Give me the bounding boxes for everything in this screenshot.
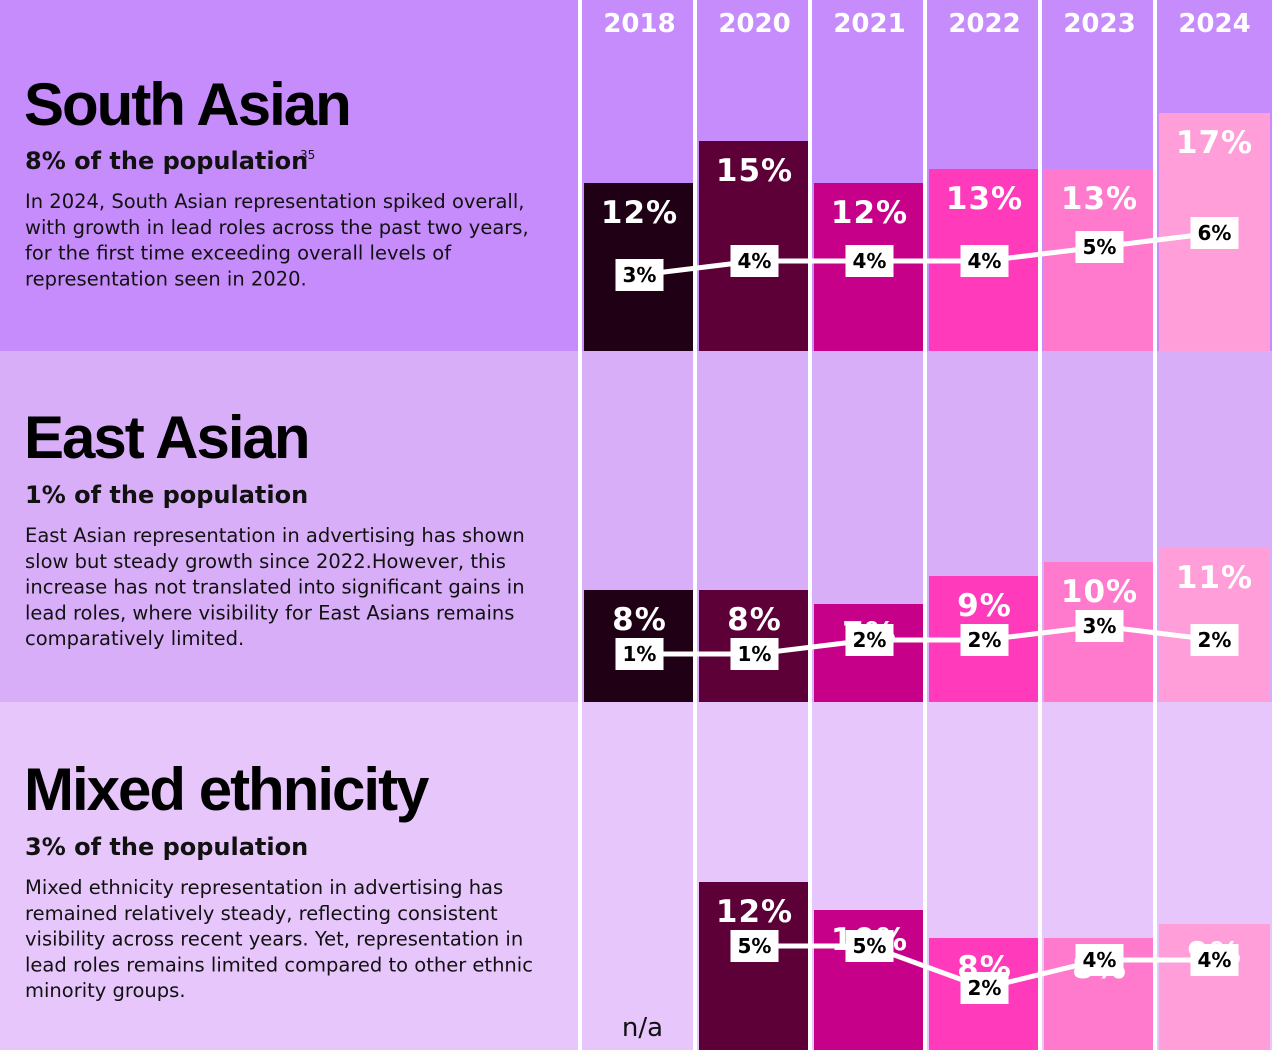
column-divider (1153, 0, 1157, 1050)
lead-role-marker-east-asian-2018 (615, 638, 664, 670)
lead-role-label-east-asian-2022: 2% (968, 628, 1002, 652)
column-divider (578, 0, 582, 1050)
lead-role-marker-east-asian-2023 (1075, 610, 1124, 642)
population-subtitle-mixed-ethnicity: 3% of the population (25, 833, 308, 861)
lead-role-marker-mixed-ethnicity-2020 (730, 930, 779, 962)
lead-role-marker-mixed-ethnicity-2022 (960, 972, 1009, 1004)
lead-role-label-east-asian-2021: 2% (853, 628, 887, 652)
lead-role-marker-south-asian-2023 (1075, 231, 1124, 263)
column-divider (923, 0, 927, 1050)
year-label-2024: 2024 (1178, 9, 1250, 39)
year-label-2023: 2023 (1063, 9, 1135, 39)
section-title-mixed-ethnicity: Mixed ethnicity (24, 756, 430, 823)
section-description-east-asian: East Asian representation in advertising… (25, 524, 525, 650)
section-description-mixed-ethnicity: Mixed ethnicity representation in advert… (25, 876, 533, 1002)
lead-role-label-south-asian-2024: 6% (1198, 221, 1232, 245)
lead-role-marker-east-asian-2024 (1190, 624, 1239, 656)
lead-role-marker-mixed-ethnicity-2023 (1075, 944, 1124, 976)
column-divider (808, 0, 812, 1050)
overall-label-south-asian-2018: 12% (601, 195, 678, 231)
lead-role-label-east-asian-2018: 1% (623, 642, 657, 666)
lead-role-label-south-asian-2018: 3% (623, 263, 657, 287)
overall-label-east-asian-2023: 10% (1061, 574, 1138, 610)
lead-role-label-east-asian-2024: 2% (1198, 628, 1232, 652)
overall-label-south-asian-2024: 17% (1176, 125, 1253, 161)
lead-role-label-mixed-ethnicity-2022: 2% (968, 976, 1002, 1000)
lead-role-marker-mixed-ethnicity-2024 (1190, 944, 1239, 976)
year-label-2020: 2020 (718, 9, 790, 39)
lead-role-label-south-asian-2023: 5% (1083, 235, 1117, 259)
lead-role-marker-south-asian-2018 (615, 259, 664, 291)
section-description-south-asian: In 2024, South Asian representation spik… (25, 190, 529, 290)
overall-label-south-asian-2023: 13% (1061, 181, 1138, 217)
lead-role-label-mixed-ethnicity-2023: 4% (1083, 948, 1117, 972)
year-label-2018: 2018 (603, 9, 675, 39)
overall-label-south-asian-2021: 12% (831, 195, 908, 231)
section-title-east-asian: East Asian (24, 404, 309, 471)
overall-bar-mixed-ethnicity-2020 (699, 882, 810, 1050)
lead-role-label-south-asian-2020: 4% (738, 249, 772, 273)
lead-role-label-east-asian-2020: 1% (738, 642, 772, 666)
overall-label-mixed-ethnicity-2020: 12% (716, 894, 793, 930)
lead-role-marker-east-asian-2020 (730, 638, 779, 670)
lead-role-marker-south-asian-2021 (845, 245, 894, 277)
lead-role-marker-mixed-ethnicity-2021 (845, 930, 894, 962)
lead-role-marker-east-asian-2021 (845, 624, 894, 656)
overall-label-east-asian-2020: 8% (727, 602, 782, 638)
lead-role-marker-east-asian-2022 (960, 624, 1009, 656)
lead-role-marker-south-asian-2024 (1190, 217, 1239, 249)
overall-label-south-asian-2020: 15% (716, 153, 793, 189)
lead-role-label-south-asian-2021: 4% (853, 249, 887, 273)
year-label-2021: 2021 (833, 9, 905, 39)
section-title-south-asian: South Asian (24, 71, 350, 138)
column-divider (693, 0, 697, 1050)
lead-role-label-south-asian-2022: 4% (968, 249, 1002, 273)
overall-label-east-asian-2022: 9% (957, 588, 1012, 624)
overall-label-east-asian-2018: 8% (612, 602, 667, 638)
lead-role-label-mixed-ethnicity-2020: 5% (738, 934, 772, 958)
year-label-2022: 2022 (948, 9, 1020, 39)
lead-role-label-east-asian-2023: 3% (1083, 614, 1117, 638)
overall-label-east-asian-2024: 11% (1176, 560, 1253, 596)
lead-role-label-mixed-ethnicity-2021: 5% (853, 934, 887, 958)
overall-label-south-asian-2022: 13% (946, 181, 1023, 217)
population-subtitle-south-asian: 8% of the population (25, 147, 308, 175)
column-divider (1038, 0, 1042, 1050)
lead-role-marker-south-asian-2020 (730, 245, 779, 277)
lead-role-label-mixed-ethnicity-2024: 4% (1198, 948, 1232, 972)
footnote-marker: 35 (300, 148, 315, 162)
lead-role-marker-south-asian-2022 (960, 245, 1009, 277)
population-subtitle-east-asian: 1% of the population (25, 481, 308, 509)
na-label-mixed-ethnicity-2018: n/a (622, 1013, 663, 1043)
